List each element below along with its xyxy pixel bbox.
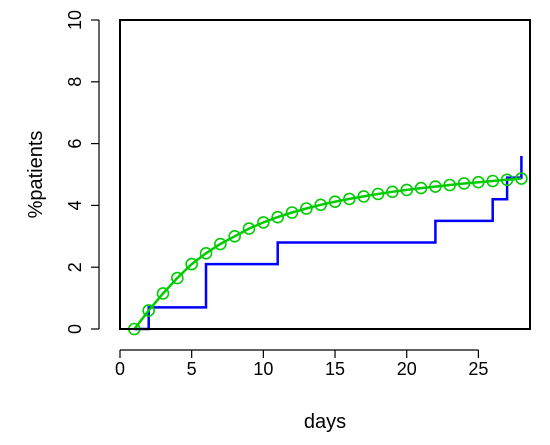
series-2-point — [443, 178, 457, 192]
series-2-point — [285, 206, 299, 219]
series-2-point — [386, 185, 399, 199]
x-tick-label: 20 — [397, 359, 417, 379]
y-tick-label: 8 — [65, 77, 85, 87]
x-tick-label: 10 — [253, 359, 273, 379]
x-tick-label: 25 — [468, 359, 488, 379]
y-tick-label: 0 — [65, 324, 85, 334]
series-2-point — [357, 190, 371, 203]
x-tick-label: 15 — [325, 359, 345, 379]
y-axis-label: %patients — [25, 131, 47, 219]
series-2-point — [343, 192, 356, 206]
x-tick-label: 5 — [187, 359, 197, 379]
series-2-point — [515, 172, 528, 185]
series-2-point — [500, 173, 514, 187]
series-2-point — [472, 175, 485, 189]
x-tick-label: 0 — [115, 359, 125, 379]
series-2-point — [300, 202, 313, 215]
y-tick-label: 6 — [65, 139, 85, 149]
series-2-point — [156, 287, 170, 300]
series-2-point — [142, 304, 155, 317]
series-2-point — [171, 271, 184, 285]
series-2-point — [371, 187, 385, 201]
series-2-point — [257, 216, 270, 229]
series-2-point — [486, 174, 500, 188]
series-2-point — [228, 230, 241, 243]
series-2-point — [328, 195, 342, 208]
series-2-point — [314, 198, 327, 212]
series-2-line — [133, 177, 522, 330]
x-axis-label: days — [304, 411, 346, 433]
axis-ticks: 0 5 10 15 20 25 0 2 4 6 8 10 — [65, 10, 488, 379]
series-1-line — [134, 156, 523, 331]
series-2-point — [271, 210, 284, 224]
series-2-point — [199, 246, 213, 260]
series-layer — [128, 156, 528, 336]
plot-frame — [119, 19, 531, 330]
series-2-point — [400, 183, 414, 197]
y-tick-label: 4 — [65, 200, 85, 210]
series-2-point — [214, 237, 227, 251]
series-2-point — [429, 180, 442, 193]
series-2-point — [185, 257, 198, 271]
series-2-point — [414, 181, 428, 195]
y-tick-label: 10 — [65, 10, 85, 30]
y-tick-label: 2 — [65, 262, 85, 272]
series-2-point — [242, 222, 256, 235]
series-2-point — [457, 177, 471, 190]
